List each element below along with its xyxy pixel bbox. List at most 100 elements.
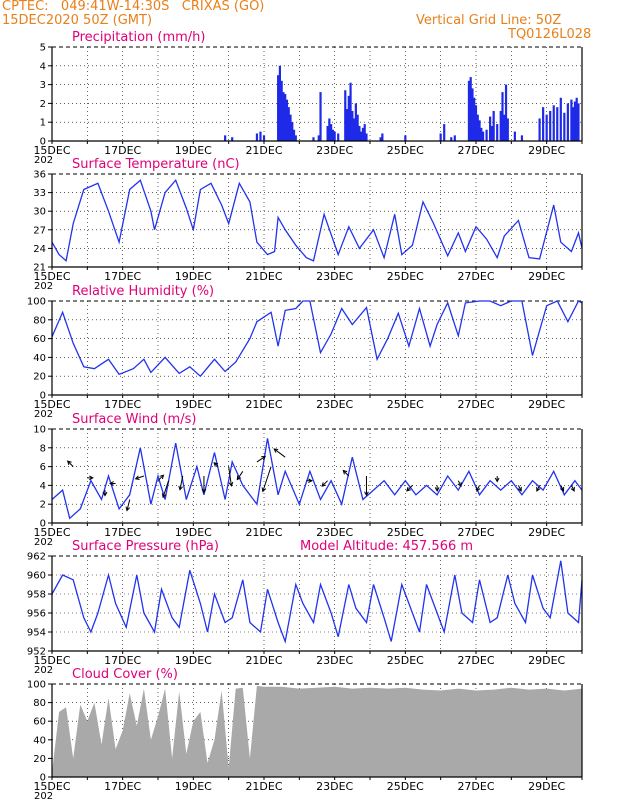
x-date-label: 19DEC bbox=[175, 270, 212, 283]
x-date-label: 17DEC bbox=[104, 398, 141, 411]
x-date-label: 15DEC bbox=[33, 654, 70, 667]
chart-panel-1: 21 24 27 30 33 36 15DEC 17DEC 19DEC 21DEC 23DEC 25D… bbox=[33, 157, 583, 292]
x-year-label: 202 bbox=[34, 665, 53, 676]
y-tick-label: 20 bbox=[33, 372, 46, 383]
y-tick-label: 100 bbox=[27, 680, 46, 691]
precip-bar bbox=[331, 129, 334, 141]
chart-panel-4: 952 954 956 958 960 962 15DEC 17DEC 19DEC 21DEC 23… bbox=[27, 539, 583, 676]
x-date-label: 23DEC bbox=[316, 526, 353, 539]
precip-bar bbox=[443, 124, 446, 141]
chart-panel-2: 0 20 40 60 80 100 15DEC 17DEC 19DEC 21DEC 23DEC 25D… bbox=[27, 284, 583, 420]
x-date-label: 25DEC bbox=[387, 526, 424, 539]
y-tick-label: 20 bbox=[33, 754, 46, 765]
x-date-label: 23DEC bbox=[316, 398, 353, 411]
wind-arrow bbox=[67, 460, 74, 467]
wind-arrowhead bbox=[261, 455, 267, 461]
precip-bar bbox=[328, 118, 331, 141]
y-tick-label: 0 bbox=[40, 519, 46, 530]
wind-arrowhead bbox=[321, 482, 327, 487]
precip-bar bbox=[559, 97, 562, 141]
x-date-label: 19DEC bbox=[175, 398, 212, 411]
precip-bar bbox=[287, 107, 290, 141]
x-date-label: 25DEC bbox=[387, 780, 424, 793]
y-tick-label: 24 bbox=[33, 244, 46, 255]
chart-panel-0: 0 1 2 3 4 5 15DEC 17DEC 19DEC 21DEC 23DEC 25DEC 27DE… bbox=[33, 30, 583, 166]
precip-bar bbox=[360, 131, 363, 141]
y-tick-label: 5 bbox=[40, 43, 46, 54]
y-tick-label: 6 bbox=[40, 462, 46, 473]
wind-arrowhead bbox=[406, 486, 411, 492]
wind-arrowhead bbox=[559, 486, 565, 492]
y-tick-label: 27 bbox=[33, 225, 46, 236]
chart-panel-3: 0 2 4 6 8 10 15DEC 17DEC 19DEC 21DEC 23DEC 25DEC 27D… bbox=[33, 412, 583, 548]
y-tick-label: 2 bbox=[40, 500, 46, 511]
x-date-label: 21DEC bbox=[245, 398, 282, 411]
precip-bar bbox=[453, 135, 456, 141]
y-tick-label: 952 bbox=[27, 647, 46, 658]
precip-bar bbox=[572, 107, 575, 141]
precip-bar bbox=[344, 90, 347, 141]
precip-bar bbox=[506, 118, 509, 141]
x-date-label: 23DEC bbox=[316, 270, 353, 283]
y-tick-label: 0 bbox=[40, 391, 46, 402]
header-location: CPTEC: 049:41W-14:30S CRIXAS (GO) bbox=[2, 0, 265, 14]
precip-bar bbox=[467, 80, 471, 141]
wind-arrowhead bbox=[161, 493, 167, 499]
precip-bar bbox=[353, 118, 356, 141]
y-tick-label: 4 bbox=[40, 61, 46, 72]
header-model: TQ0126L028 bbox=[508, 27, 592, 42]
y-tick-label: 10 bbox=[33, 425, 46, 436]
wind-arrowhead bbox=[178, 485, 183, 491]
chart-title: Precipitation (mm/h) bbox=[72, 30, 205, 45]
x-date-label: 23DEC bbox=[316, 780, 353, 793]
precip-bar bbox=[277, 75, 280, 141]
wind-arrow bbox=[321, 480, 328, 487]
wind-arrowhead bbox=[228, 481, 234, 487]
precip-bar bbox=[381, 133, 384, 141]
chart-title: Surface Pressure (hPa) bbox=[72, 539, 219, 554]
x-date-label: 27DEC bbox=[457, 398, 494, 411]
wind-arrowhead bbox=[364, 491, 369, 497]
x-date-label: 29DEC bbox=[528, 654, 565, 667]
precip-bar bbox=[317, 135, 320, 141]
wind-arrow bbox=[179, 475, 184, 490]
precip-bar bbox=[478, 120, 481, 141]
x-date-label: 27DEC bbox=[457, 144, 494, 157]
x-year-label: 202 bbox=[34, 281, 53, 292]
wind-arrowhead bbox=[570, 486, 575, 492]
wind-arrowhead bbox=[159, 474, 165, 480]
y-tick-label: 8 bbox=[40, 443, 46, 454]
y-tick-label: 960 bbox=[27, 571, 46, 582]
y-tick-label: 80 bbox=[33, 315, 46, 326]
wind-arrow bbox=[342, 470, 350, 477]
chart-title: Relative Humidity (%) bbox=[72, 284, 214, 299]
wind-arrowhead bbox=[476, 486, 481, 492]
precip-bar bbox=[351, 110, 354, 141]
y-tick-label: 0 bbox=[40, 137, 46, 148]
wind-arrow bbox=[273, 448, 286, 458]
wind-arrowhead bbox=[236, 475, 242, 481]
precip-bar bbox=[499, 110, 502, 141]
precip-bar bbox=[489, 116, 492, 141]
x-date-label: 23DEC bbox=[316, 144, 353, 157]
wind-arrowhead bbox=[434, 487, 440, 492]
x-date-label: 15DEC bbox=[33, 780, 70, 793]
precip-bar bbox=[504, 84, 508, 141]
precip-bar bbox=[356, 114, 359, 141]
series-line bbox=[51, 300, 583, 378]
precip-bar bbox=[485, 129, 488, 141]
precip-bar bbox=[278, 65, 281, 141]
precip-bar bbox=[575, 97, 578, 141]
wind-arrowhead bbox=[134, 475, 140, 480]
wind-arrowhead bbox=[66, 460, 72, 466]
x-date-label: 29DEC bbox=[528, 398, 565, 411]
precip-bar bbox=[347, 95, 350, 141]
wind-arrowhead bbox=[536, 486, 541, 492]
x-date-label: 17DEC bbox=[104, 270, 141, 283]
precip-bar bbox=[379, 137, 382, 141]
x-date-label: 25DEC bbox=[387, 270, 424, 283]
precip-bar bbox=[358, 125, 361, 141]
precip-bar bbox=[563, 112, 566, 141]
x-year-label: 202 bbox=[34, 537, 53, 548]
precip-bar bbox=[361, 127, 365, 141]
